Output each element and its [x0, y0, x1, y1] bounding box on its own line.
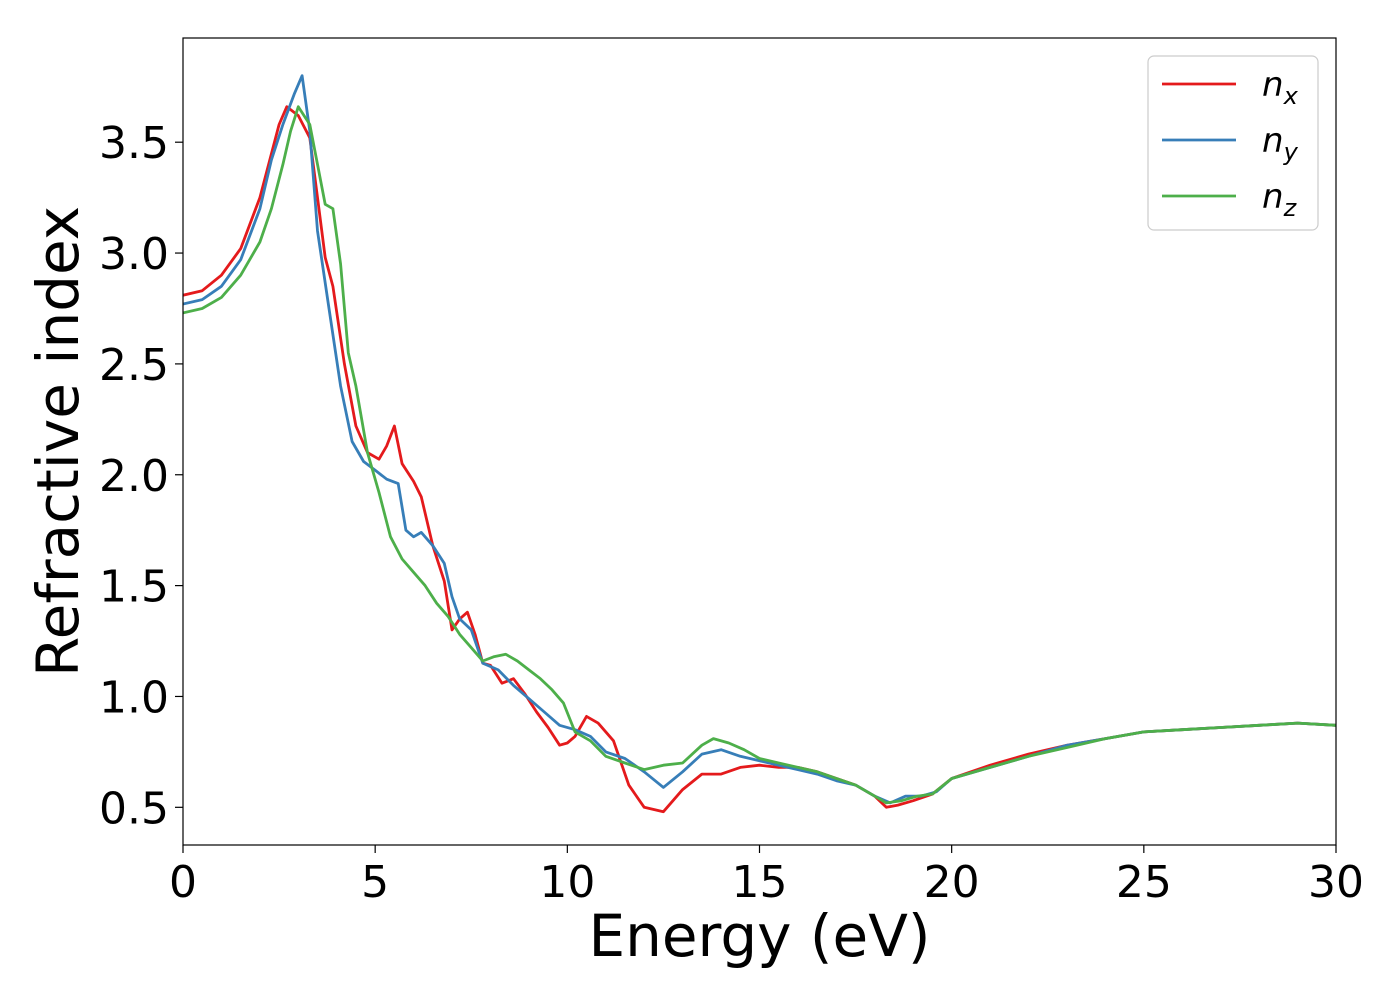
legend-label-main: n [1262, 65, 1284, 105]
y-axis: 0.5 1.0 1.5 2.0 2.5 3.0 3.5 [99, 118, 183, 834]
legend-label-x: nx [1262, 65, 1299, 110]
y-tick-label: 1.5 [99, 562, 169, 613]
series-layer [183, 74, 1336, 814]
x-tick-label: 10 [539, 857, 595, 908]
legend-label-main: n [1262, 121, 1284, 161]
legend-box [1147, 55, 1319, 231]
x-tick-label: 5 [361, 857, 389, 908]
x-tick-label: 20 [924, 857, 980, 908]
x-tick-label: 0 [169, 857, 197, 908]
x-tick-label: 30 [1308, 857, 1364, 908]
x-axis: 0 5 10 15 20 25 30 [169, 845, 1364, 908]
y-tick-label: 3.0 [99, 229, 169, 280]
x-tick-label: 15 [732, 857, 788, 908]
y-tick-label: 3.5 [99, 118, 169, 169]
x-axis-label: Energy (eV) [588, 902, 930, 970]
legend-label-subscript: y [1283, 138, 1299, 166]
legend-label-z: nz [1262, 177, 1298, 222]
legend-label-subscript: x [1283, 82, 1299, 110]
y-tick-label: 2.0 [99, 451, 169, 502]
y-tick-label: 0.5 [99, 783, 169, 834]
y-tick-label: 2.5 [99, 340, 169, 391]
y-axis-label: Refractive index [24, 206, 92, 677]
x-tick-label: 25 [1116, 857, 1172, 908]
y-tick-label: 1.0 [99, 672, 169, 723]
series-line-z [183, 105, 1336, 805]
legend-label-main: n [1262, 177, 1284, 217]
legend-label-y: ny [1262, 121, 1299, 166]
legend-label-subscript: z [1283, 194, 1298, 222]
